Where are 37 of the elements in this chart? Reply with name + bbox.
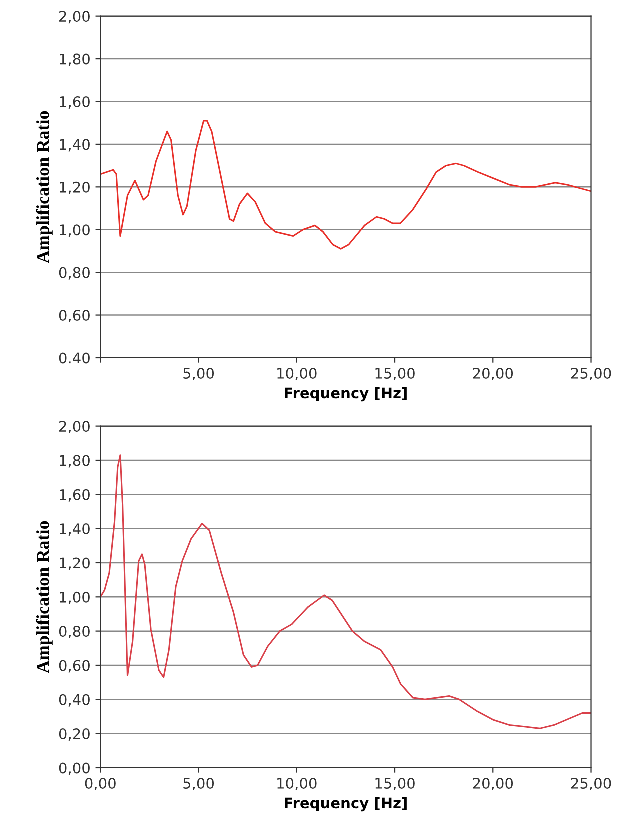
x-tick-label: 15,00 [376, 368, 415, 380]
y-tick-label: 2,00 [60, 421, 90, 434]
x-axis-title: Frequency [Hz] [285, 387, 407, 402]
y-tick-label: 1,20 [60, 182, 90, 194]
line-series [100, 120, 592, 250]
y-tick-label: 1,60 [60, 489, 90, 502]
y-tick-label: 1,60 [60, 96, 90, 109]
y-tick-label: 2,00 [60, 11, 90, 24]
x-tick-label: 5,00 [184, 368, 214, 380]
x-tick-label: 5,00 [184, 778, 214, 790]
y-tick-label: 0,00 [59, 762, 90, 776]
x-tick-label: 20,00 [473, 368, 514, 380]
y-tick-label: 1,00 [60, 592, 90, 604]
y-tick-label: 1,40 [60, 524, 90, 536]
line-series [100, 454, 592, 730]
x-tick-label: 10,00 [278, 368, 317, 380]
y-tick-label: 1,80 [60, 455, 90, 468]
y-tick-label: 0,20 [59, 728, 90, 742]
x-tick-label: 20,00 [473, 778, 514, 790]
x-tick-label: 15,00 [376, 778, 415, 790]
x-tick-label: 25,00 [571, 368, 612, 380]
y-tick-label: 1,20 [60, 558, 90, 570]
y-tick-label: 0,80 [59, 267, 90, 280]
y-tick-label: 1,00 [60, 224, 90, 238]
y-tick-label: 1,40 [60, 139, 90, 152]
x-tick-label: 10,00 [278, 778, 317, 790]
y-tick-label: 0.40 [59, 352, 90, 364]
y-axis-title: Amplification Ratio [36, 521, 53, 674]
x-tick-label: 25,00 [571, 778, 612, 790]
y-tick-label: 0,60 [59, 660, 90, 673]
y-axis-title: Amplification Ratio [36, 111, 53, 264]
x-axis-title: Frequency [Hz] [285, 797, 407, 812]
x-tick-label: 0,00 [85, 778, 116, 790]
y-tick-label: 0,40 [59, 694, 90, 707]
y-tick-label: 0,80 [59, 626, 90, 639]
y-tick-label: 0,60 [59, 310, 90, 323]
y-tick-label: 1,80 [60, 54, 90, 66]
